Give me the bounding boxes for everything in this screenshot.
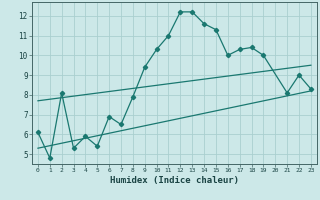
X-axis label: Humidex (Indice chaleur): Humidex (Indice chaleur) bbox=[110, 176, 239, 185]
